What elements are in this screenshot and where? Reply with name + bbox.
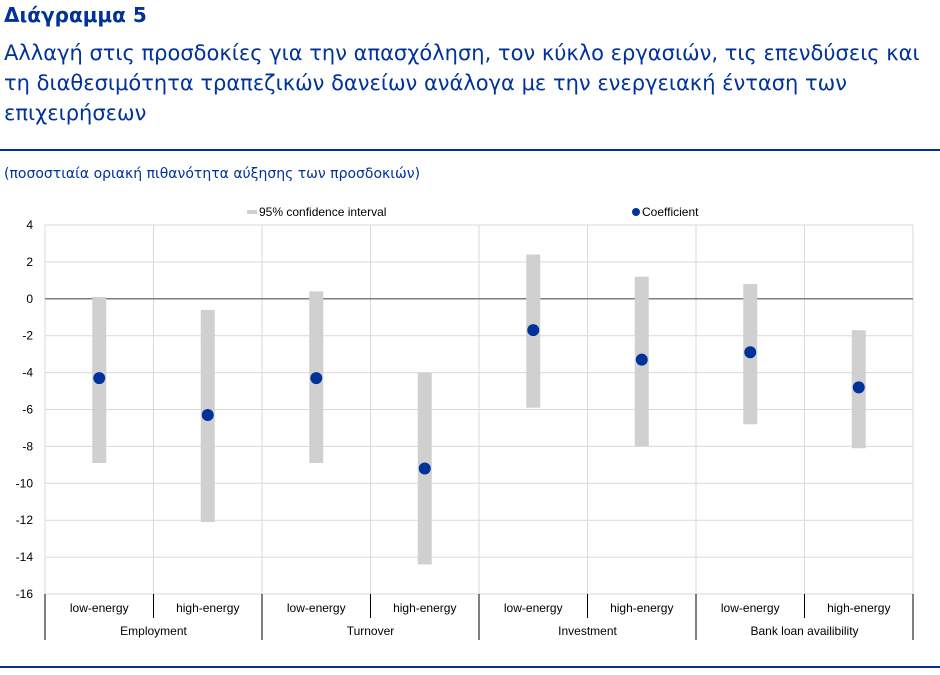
x-category-label: high-energy bbox=[827, 601, 890, 615]
x-category-label: low-energy bbox=[287, 601, 346, 615]
legend: 95% confidence interval Coefficient bbox=[247, 205, 699, 219]
legend-coef-swatch bbox=[632, 208, 640, 216]
y-axis-labels: 4 2 0 -2 -4 -6 -8 -10 -12 -14 -16 bbox=[16, 218, 34, 601]
coefficient-point bbox=[418, 462, 431, 475]
coefficient-point bbox=[310, 372, 323, 385]
coefficient-point bbox=[635, 353, 648, 366]
grid bbox=[44, 224, 914, 595]
y-tick-label: -4 bbox=[22, 366, 33, 380]
y-tick-label: 0 bbox=[26, 292, 33, 306]
y-tick-label: -2 bbox=[22, 329, 33, 343]
x-group-label: Investment bbox=[558, 624, 617, 638]
x-category-label: low-energy bbox=[504, 601, 563, 615]
y-tick-label: 4 bbox=[26, 218, 33, 232]
unit-note: (ποσοστιαία οριακή πιθανότητα αύξησης τω… bbox=[4, 166, 421, 182]
y-tick-label: -6 bbox=[22, 403, 33, 417]
x-group-label: Bank loan availibility bbox=[750, 624, 858, 638]
x-category-label: high-energy bbox=[176, 601, 239, 615]
x-group-label: Turnover bbox=[347, 624, 395, 638]
bottom-rule bbox=[0, 666, 940, 668]
y-tick-label: -14 bbox=[16, 550, 34, 564]
y-tick-label: -12 bbox=[16, 513, 34, 527]
x-category-label: low-energy bbox=[70, 601, 129, 615]
top-rule bbox=[0, 149, 940, 151]
legend-ci-swatch bbox=[247, 210, 257, 214]
coefficient-point bbox=[852, 381, 865, 394]
coefficient-point bbox=[201, 409, 214, 422]
legend-ci-label: 95% confidence interval bbox=[259, 205, 386, 219]
chart-title: Αλλαγή στις προσδοκίες για την απασχόλησ… bbox=[4, 41, 920, 125]
coefficient-points bbox=[93, 324, 865, 475]
coefficient-point bbox=[93, 372, 106, 385]
x-category-label: high-energy bbox=[393, 601, 456, 615]
legend-coef-label: Coefficient bbox=[642, 205, 699, 219]
coefficient-point bbox=[527, 324, 540, 337]
y-tick-label: -8 bbox=[22, 439, 33, 453]
chart: 4 2 0 -2 -4 -6 -8 -10 -12 -14 -16 low-energy high-e… bbox=[16, 205, 914, 640]
coefficient-point bbox=[744, 346, 757, 359]
x-category-label: low-energy bbox=[721, 601, 780, 615]
x-category-label: high-energy bbox=[610, 601, 673, 615]
y-tick-label: 2 bbox=[26, 255, 33, 269]
x-axis: low-energy high-energy Employment low-energ… bbox=[44, 594, 914, 640]
y-tick-label: -16 bbox=[16, 587, 34, 601]
chart-number: Διάγραμμα 5 bbox=[4, 3, 147, 27]
x-group-label: Employment bbox=[120, 624, 187, 638]
y-tick-label: -10 bbox=[16, 476, 34, 490]
